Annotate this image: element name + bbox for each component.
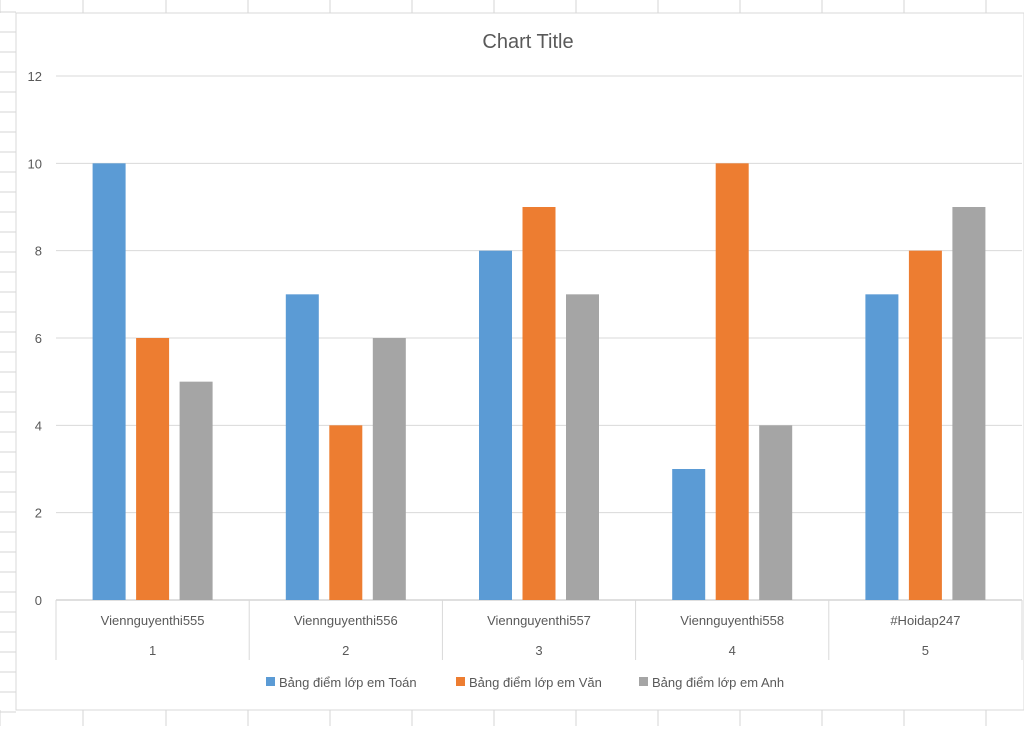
legend-label: Bảng điểm lớp em Văn (469, 675, 602, 690)
series-2[interactable] (136, 163, 942, 601)
bar[interactable] (566, 294, 599, 600)
bar[interactable] (479, 250, 512, 600)
bar[interactable] (285, 294, 319, 600)
y-tick-label: 8 (35, 244, 42, 259)
bar[interactable] (522, 207, 556, 600)
y-tick-label: 10 (28, 156, 42, 171)
bar[interactable] (759, 425, 793, 600)
legend-swatch (639, 677, 648, 686)
bar[interactable] (865, 294, 899, 600)
x-tick-label: #Hoidap247 (890, 613, 960, 628)
bar[interactable] (715, 163, 749, 601)
legend-item[interactable]: Bảng điểm lớp em Văn (456, 675, 602, 690)
bar[interactable] (179, 381, 213, 600)
series-3[interactable] (179, 207, 986, 600)
series-1[interactable] (92, 163, 899, 601)
bar[interactable] (952, 207, 986, 600)
y-tick-label: 2 (35, 506, 42, 521)
x-tick-label: Viennguyenthi557 (487, 613, 591, 628)
legend-label: Bảng điểm lớp em Toán (279, 675, 417, 690)
y-tick-label: 4 (35, 418, 42, 433)
bar[interactable] (372, 338, 406, 600)
x-tick-label-index: 5 (922, 643, 929, 658)
x-tick-label-index: 2 (342, 643, 349, 658)
x-tick-label: Viennguyenthi555 (101, 613, 205, 628)
sheet-gridlines (0, 0, 987, 726)
bar[interactable] (672, 469, 706, 600)
y-axis-tick-labels: 0 2 4 6 8 10 12 (28, 69, 42, 608)
plot-area[interactable] (92, 163, 986, 601)
y-tick-label: 12 (28, 69, 42, 84)
legend-item[interactable]: Bảng điểm lớp em Anh (639, 675, 784, 690)
legend-swatch (456, 677, 465, 686)
legend-label: Bảng điểm lớp em Anh (652, 675, 784, 690)
legend[interactable]: Bảng điểm lớp em Toán Bảng điểm lớp em Vă… (266, 675, 784, 690)
bar[interactable] (136, 338, 170, 600)
x-tick-label: Viennguyenthi558 (680, 613, 784, 628)
x-axis: Viennguyenthi555 1 Viennguyenthi556 2 Vienng… (55, 600, 1023, 660)
bar[interactable] (92, 163, 126, 601)
bar[interactable] (329, 425, 363, 600)
y-tick-label: 0 (35, 593, 42, 608)
chart-title[interactable]: Chart Title (482, 31, 573, 53)
x-tick-label: Viennguyenthi556 (294, 613, 398, 628)
bar[interactable] (908, 250, 942, 600)
x-tick-label-index: 4 (729, 643, 736, 658)
y-tick-label: 6 (35, 331, 42, 346)
x-tick-label-index: 1 (149, 643, 156, 658)
legend-item[interactable]: Bảng điểm lớp em Toán (266, 675, 417, 690)
legend-swatch (266, 677, 275, 686)
x-tick-label-index: 3 (535, 643, 542, 658)
